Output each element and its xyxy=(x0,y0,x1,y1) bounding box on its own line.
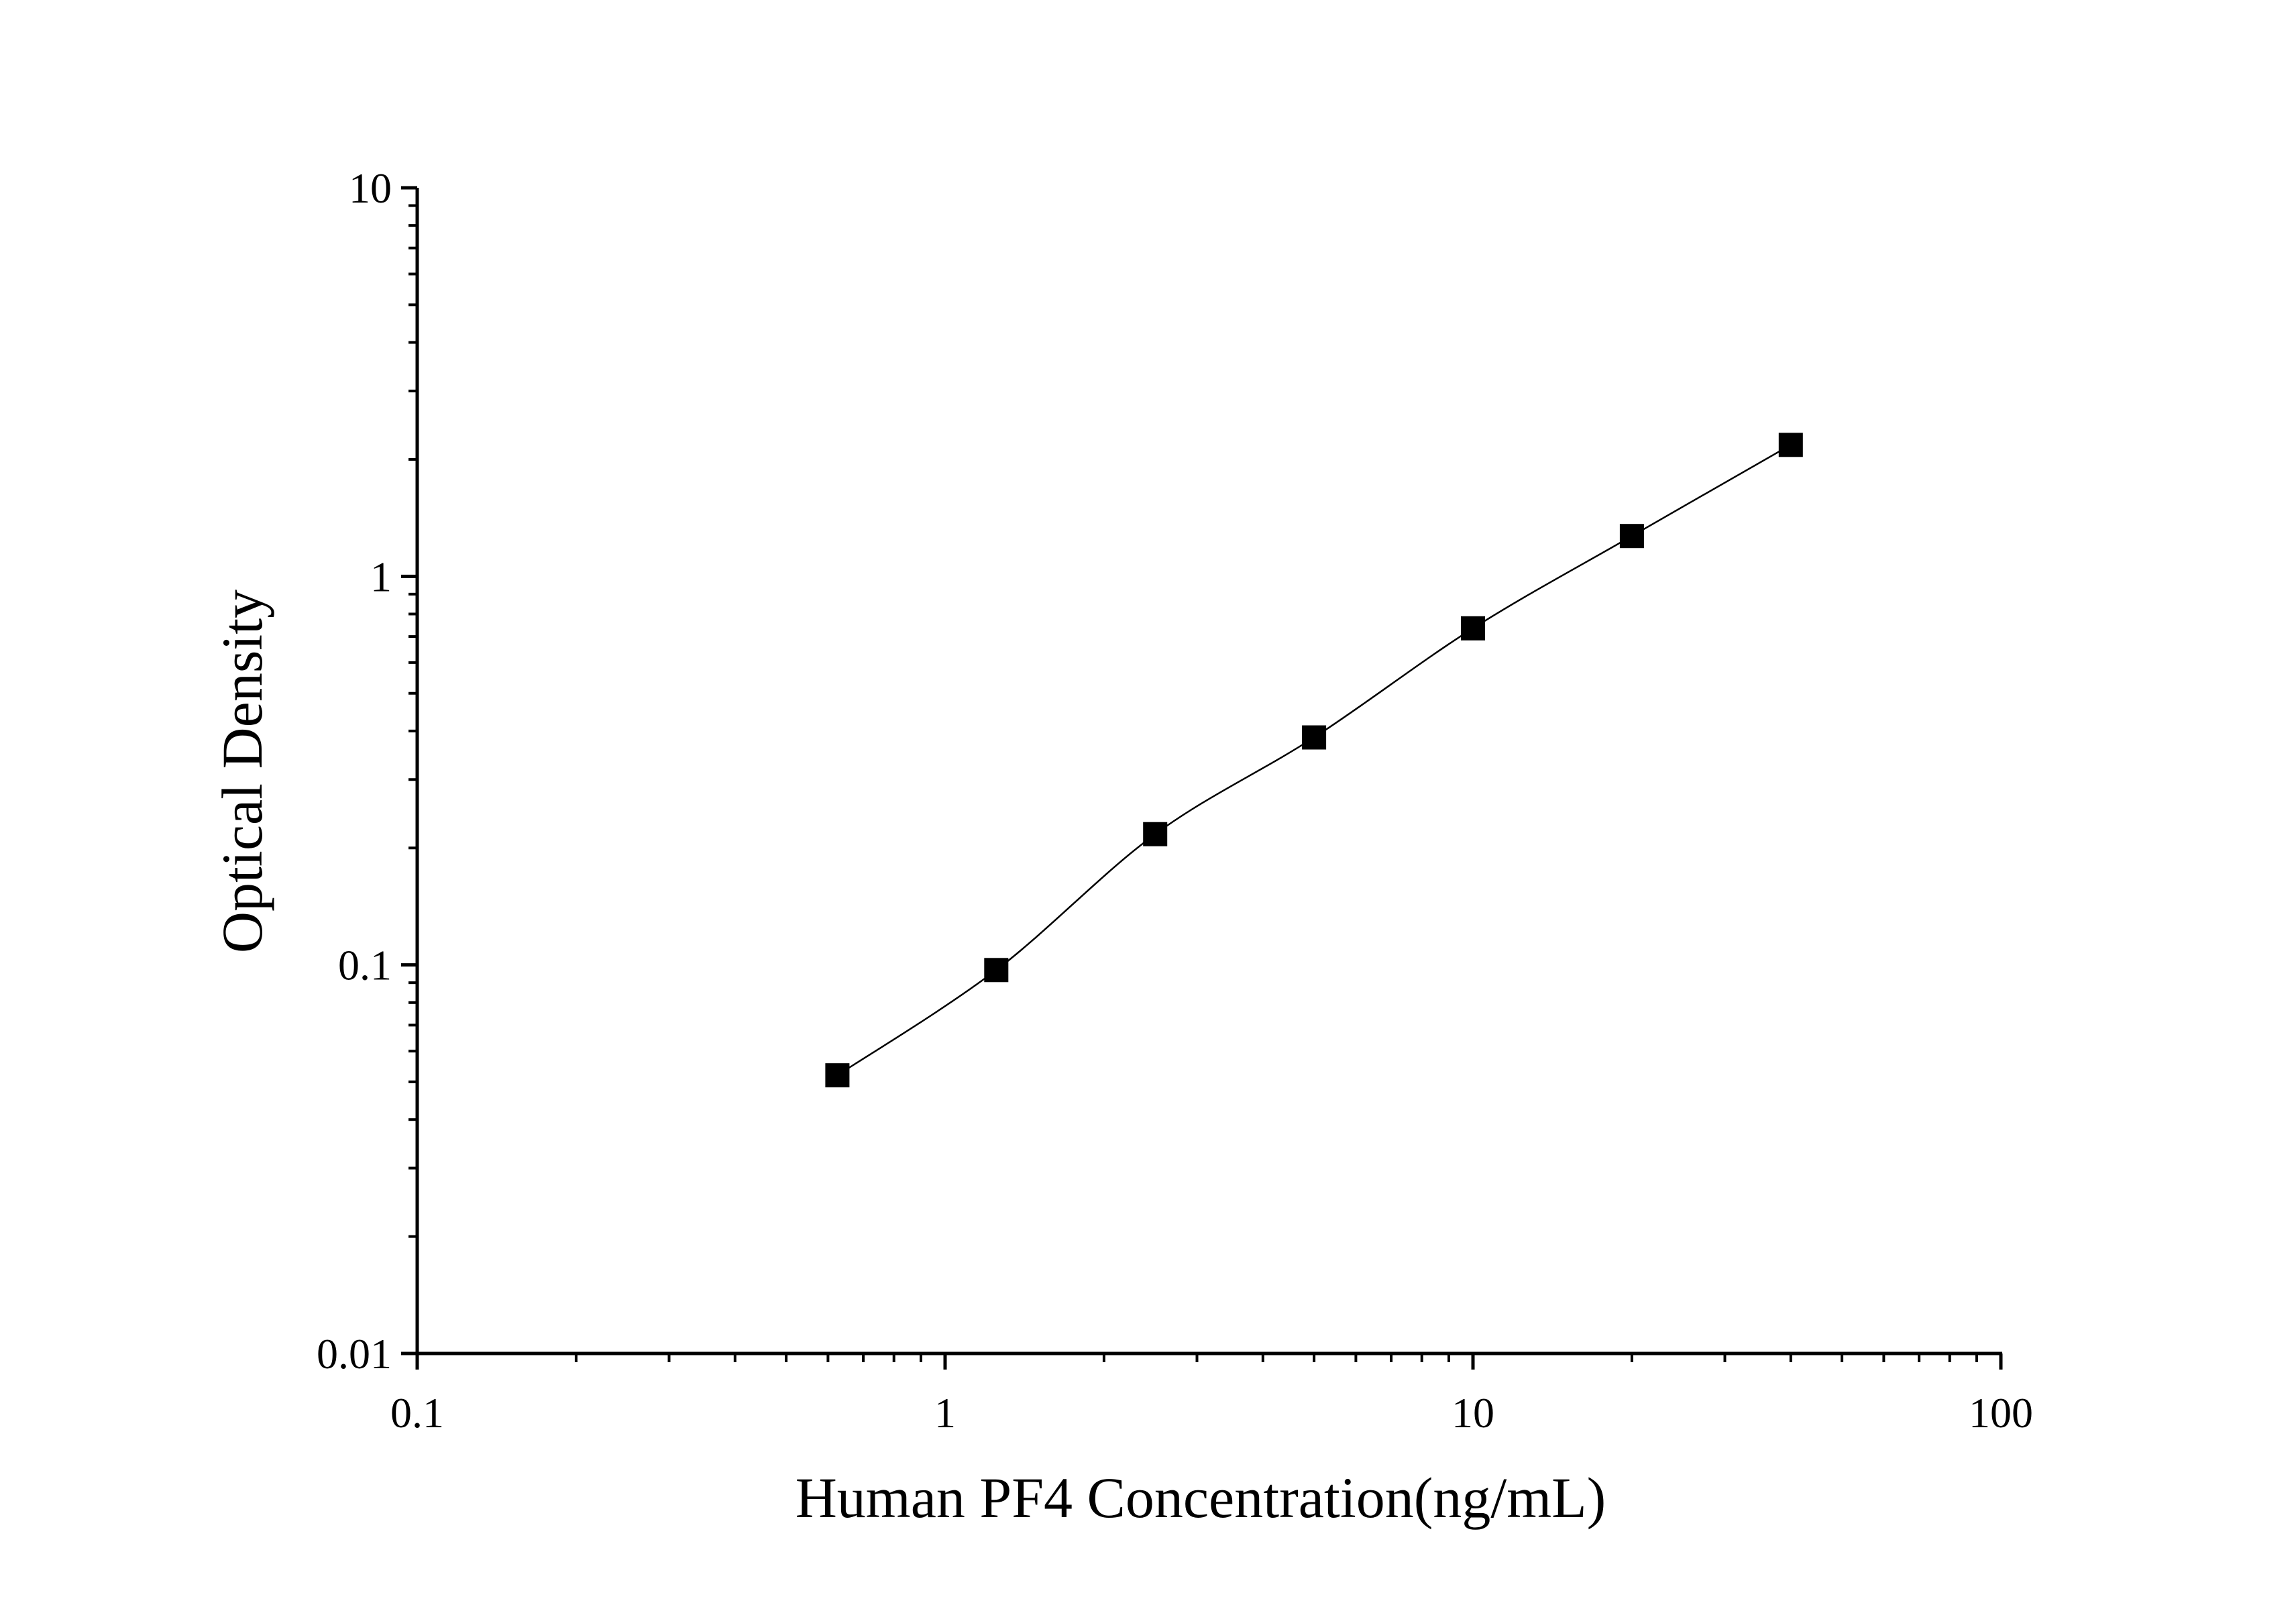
fit-curve xyxy=(833,444,1792,1078)
data-point-marker xyxy=(1461,616,1485,641)
x-tick-label: 100 xyxy=(1969,1389,2033,1437)
y-axis-title: Optical Density xyxy=(210,590,274,953)
ticks xyxy=(401,186,2003,1370)
data-point-marker xyxy=(825,1063,850,1088)
data-point-marker xyxy=(1619,524,1644,549)
tick-labels: 0.1 1 10 100 0.01 0.1 1 10 xyxy=(317,164,2033,1437)
data-point-marker xyxy=(1302,725,1327,750)
x-tick-label: 0.1 xyxy=(390,1389,444,1437)
x-tick-label: 1 xyxy=(934,1389,956,1437)
data-points xyxy=(825,433,1803,1088)
y-tick-label: 1 xyxy=(370,553,392,600)
axes xyxy=(415,188,2002,1355)
data-point-marker xyxy=(984,958,1009,983)
y-tick-label: 0.1 xyxy=(338,942,392,989)
data-point-marker xyxy=(1143,822,1168,846)
x-axis-title: Human PF4 Concentration(ng/mL) xyxy=(796,1465,1606,1530)
x-tick-label: 10 xyxy=(1452,1389,1494,1437)
data-point-marker xyxy=(1778,433,1803,457)
y-tick-label: 0.01 xyxy=(317,1330,392,1378)
fit-curve-group xyxy=(833,444,1792,1078)
y-tick-label: 10 xyxy=(349,164,392,212)
